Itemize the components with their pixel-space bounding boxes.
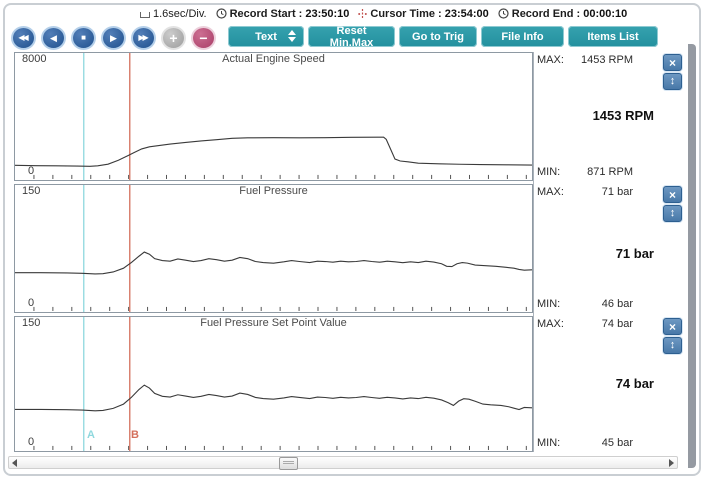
engine-speed-min-readout: MIN: 871 RPM [537, 166, 633, 178]
record-start-label: Record Start : [229, 7, 303, 20]
close-chart-button[interactable]: × [663, 318, 682, 335]
zoom-out-button[interactable]: − [191, 26, 216, 50]
go-to-trig-button[interactable]: Go to Trig [399, 26, 477, 47]
playback-controls: ◀◀ ◀ ■ ▶ ▶▶ + − [11, 26, 216, 50]
chart-fuel-pressure-setpoint-plot[interactable]: 150 Fuel Pressure Set Point Value 0 A B [14, 316, 533, 452]
rewind-button[interactable]: ◀◀ [11, 26, 36, 50]
max-value: 71 bar [601, 186, 633, 198]
status-bar: 1.6sec/Div. Record Start : 23:50:10 Curs… [140, 6, 627, 21]
cursor-a-label: A [87, 429, 95, 441]
file-info-label: File Info [501, 30, 544, 43]
close-icon: × [668, 187, 676, 202]
close-chart-button[interactable]: × [663, 54, 682, 71]
side-panel-divider [533, 52, 534, 452]
reset-minmax-label: Reset Min.Max [329, 24, 374, 49]
min-label: MIN: [537, 437, 561, 449]
stop-icon: ■ [81, 33, 86, 42]
display-mode-label: Text [255, 30, 277, 43]
chart-title: Fuel Pressure [239, 185, 308, 197]
record-end-label: Record End : [511, 7, 581, 20]
min-value: 871 RPM [587, 166, 633, 178]
max-label: MAX: [537, 186, 564, 198]
fuel-pressure-current-value: 71 bar [615, 246, 654, 261]
max-label: MAX: [537, 54, 564, 66]
minus-icon: − [199, 29, 208, 46]
chevron-updown-icon [288, 30, 296, 42]
cursor-marker-icon [358, 8, 368, 19]
record-end-value: 00:00:10 [583, 7, 628, 20]
close-icon: × [668, 319, 676, 334]
min-label: MIN: [537, 166, 561, 178]
y-axis-min-label: 0 [28, 165, 35, 177]
file-info-button[interactable]: File Info [481, 26, 564, 47]
max-value: 1453 RPM [581, 54, 633, 66]
time-div-icon [140, 11, 150, 18]
window-right-edge [688, 44, 696, 468]
resize-chart-button[interactable]: ↕ [663, 73, 682, 90]
step-back-button[interactable]: ◀ [41, 26, 66, 50]
scroll-right-arrow[interactable] [669, 459, 674, 467]
scrollbar-thumb[interactable] [279, 457, 298, 470]
resize-chart-button[interactable]: ↕ [663, 337, 682, 354]
chart-title: Actual Engine Speed [222, 53, 325, 65]
clock-icon [498, 8, 509, 19]
resize-chart-button[interactable]: ↕ [663, 205, 682, 222]
clock-icon [215, 8, 227, 19]
arrow-up-down-icon: ↕ [669, 339, 676, 351]
y-axis-min-label: 0 [28, 297, 35, 309]
go-to-trig-label: Go to Trig [412, 30, 464, 43]
record-start-value: 23:50:10 [305, 7, 350, 20]
fuel-pressure-min-readout: MIN: 46 bar [537, 298, 633, 310]
plus-icon: + [169, 29, 178, 46]
time-per-division: 1.6sec/Div. [153, 7, 207, 20]
y-axis-max-label: 150 [22, 185, 41, 197]
min-value: 45 bar [601, 437, 633, 449]
play-icon: ▶ [110, 32, 117, 43]
items-list-label: Items List [587, 30, 639, 43]
engine-speed-current-value: 1453 RPM [592, 108, 654, 123]
cursor-time-value: 23:54:00 [444, 7, 489, 20]
rewind-icon: ◀◀ [18, 33, 28, 42]
min-value: 46 bar [601, 298, 633, 310]
cursor-b-label: B [131, 429, 139, 441]
reset-minmax-button[interactable]: Reset Min.Max [308, 24, 395, 49]
fast-forward-icon: ▶▶ [138, 33, 148, 42]
horizontal-scrollbar[interactable] [8, 456, 678, 470]
setpoint-max-readout: MAX: 74 bar [537, 318, 633, 330]
y-axis-max-label: 150 [22, 317, 41, 329]
arrow-up-down-icon: ↕ [669, 75, 676, 87]
chart-fuel-pressure-plot[interactable]: 150 Fuel Pressure 0 [14, 184, 533, 313]
items-list-button[interactable]: Items List [568, 26, 658, 47]
arrow-up-down-icon: ↕ [669, 207, 676, 219]
y-axis-max-label: 8000 [22, 53, 47, 65]
chart-title: Fuel Pressure Set Point Value [200, 317, 347, 329]
setpoint-min-readout: MIN: 45 bar [537, 437, 633, 449]
min-label: MIN: [537, 298, 561, 310]
step-back-icon: ◀ [50, 32, 57, 43]
display-mode-dropdown[interactable]: Text [228, 26, 304, 47]
scroll-left-arrow[interactable] [12, 459, 17, 467]
max-label: MAX: [537, 318, 564, 330]
max-value: 74 bar [601, 318, 633, 330]
close-chart-button[interactable]: × [663, 186, 682, 203]
play-button[interactable]: ▶ [101, 26, 126, 50]
setpoint-current-value: 74 bar [615, 376, 654, 391]
zoom-in-button[interactable]: + [161, 26, 186, 50]
y-axis-min-label: 0 [28, 436, 35, 448]
fast-forward-button[interactable]: ▶▶ [131, 26, 156, 50]
action-buttons: Text Reset Min.Max Go to Trig File Info … [228, 24, 658, 49]
chart-engine-speed-plot[interactable]: 8000 Actual Engine Speed 0 [14, 52, 533, 181]
close-icon: × [668, 55, 676, 70]
engine-speed-max-readout: MAX: 1453 RPM [537, 54, 633, 66]
cursor-time-label: Cursor Time : [370, 7, 442, 20]
stop-button[interactable]: ■ [71, 26, 96, 50]
fuel-pressure-max-readout: MAX: 71 bar [537, 186, 633, 198]
